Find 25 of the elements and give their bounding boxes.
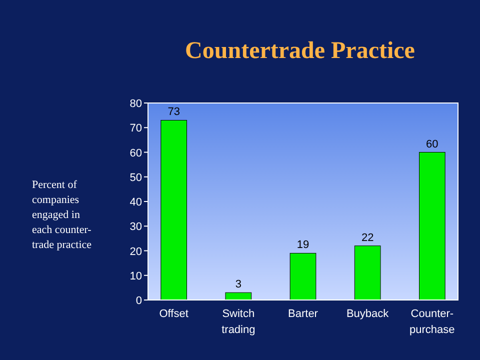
chart-title: Countertrade Practice [185, 38, 416, 64]
data-label: 73 [168, 106, 180, 118]
y-tick-label: 0 [136, 295, 142, 307]
x-tick-label: Buyback [346, 308, 390, 320]
bar [290, 252, 316, 300]
data-label: 3 [235, 278, 242, 291]
y-tick-label: 80 [130, 98, 142, 110]
bar [160, 120, 187, 300]
y-tick-label: 40 [130, 196, 142, 208]
data-label: 19 [296, 239, 310, 252]
y-tick-label: 20 [130, 246, 142, 258]
y-tick-label: 50 [130, 172, 142, 184]
bar [354, 246, 381, 300]
y-tick-label: 30 [130, 221, 142, 234]
bar [419, 152, 446, 300]
data-label: 60 [426, 138, 438, 150]
x-tick-label: Barter [288, 308, 318, 320]
y-axis-title: Percent of companies engaged in each counter-trade practice [32, 179, 92, 251]
x-tick-label: Counter-purchase [410, 308, 455, 336]
y-tick-label: 10 [130, 270, 142, 282]
y-tick-label: 60 [130, 147, 142, 160]
x-tick-label: Offset [159, 308, 188, 320]
data-label: 22 [361, 232, 374, 244]
x-tick-label: Switch trading [222, 308, 256, 336]
y-tick-label: 70 [130, 122, 142, 135]
